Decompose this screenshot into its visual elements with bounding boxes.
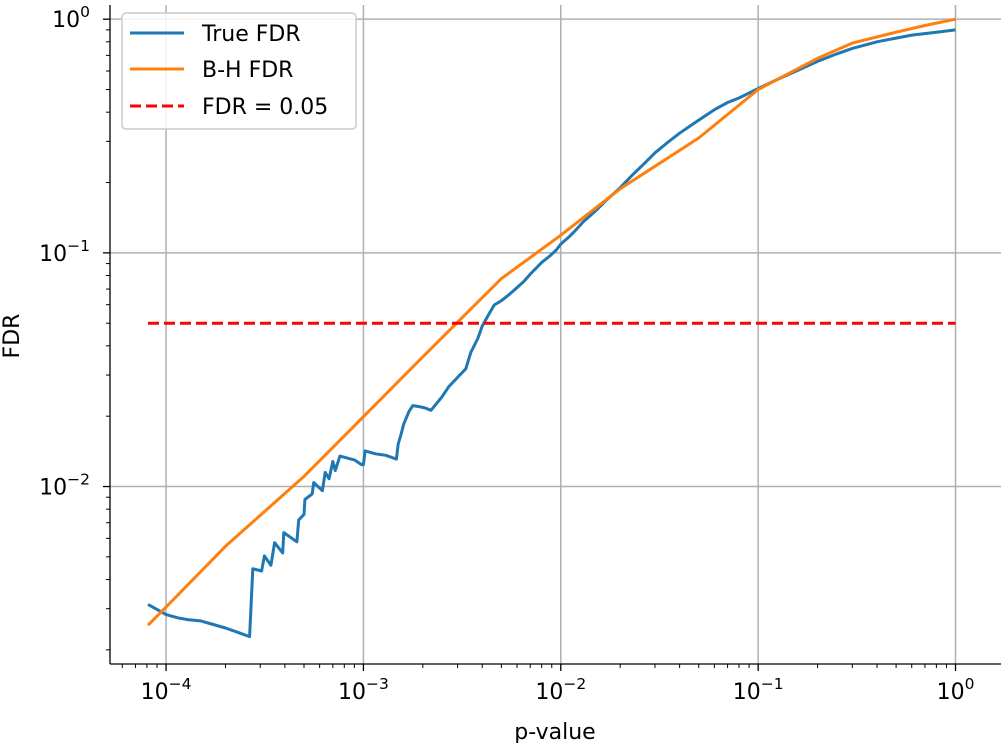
series-lines	[146, 17, 956, 639]
y-tick-label: 100	[52, 3, 90, 33]
series-line-b-h-fdr	[146, 17, 956, 627]
legend-label-bh-fdr: B-H FDR	[202, 58, 293, 83]
legend-frame	[121, 12, 357, 130]
minor-ticks	[106, 29, 947, 668]
axes-spines	[109, 5, 1001, 665]
y-tick-label: 10−1	[39, 237, 90, 267]
x-tick-label: 10−4	[141, 675, 192, 705]
legend: True FDR B-H FDR FDR = 0.05	[121, 12, 357, 130]
x-tick-labels: 10−4 10−3 10−2 10−1 100	[141, 664, 975, 705]
y-tick-label: 10−2	[39, 471, 90, 501]
series-line-true-fdr	[147, 28, 956, 639]
x-tick-label: 10−1	[733, 675, 784, 705]
legend-label-fdr-threshold: FDR = 0.05	[202, 95, 328, 120]
grid-lines	[110, 5, 1001, 664]
x-tick-label: 100	[937, 675, 975, 705]
y-axis-label: FDR	[0, 314, 25, 359]
x-axis-label: p-value	[514, 720, 595, 743]
legend-label-true-fdr: True FDR	[201, 22, 301, 47]
x-tick-label: 10−2	[535, 675, 586, 705]
y-tick-labels: 10−2 10−1 100	[39, 3, 110, 501]
x-tick-label: 10−3	[338, 675, 389, 705]
